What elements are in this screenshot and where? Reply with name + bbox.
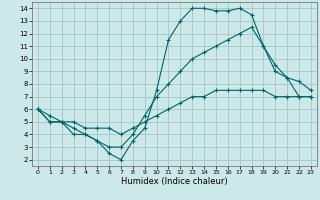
X-axis label: Humidex (Indice chaleur): Humidex (Indice chaleur): [121, 177, 228, 186]
